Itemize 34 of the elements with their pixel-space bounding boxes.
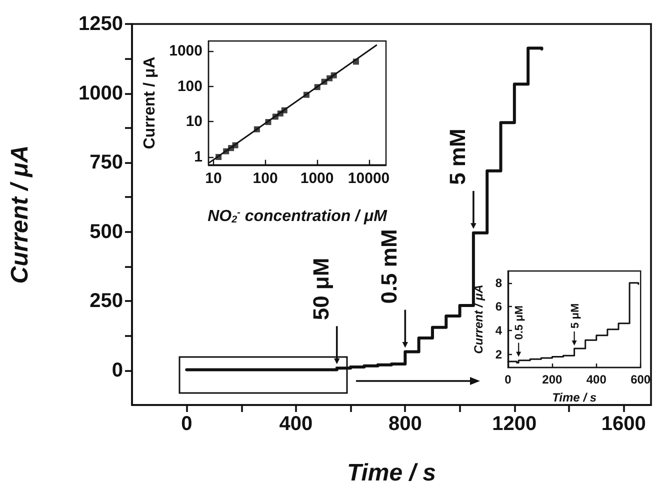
x-tick-label: 10000 [348,170,390,187]
y-axis-title: Current / μA [142,56,159,150]
x-tick-label: 1600 [601,413,646,435]
annotation: 5 μM [569,303,582,328]
y-tick-label: 1000 [78,82,123,104]
x-tick-label: 10 [205,170,222,187]
y-tick-label: 1000 [169,42,202,60]
x-tick-label: 800 [388,413,422,435]
x-tick-label: 100 [252,170,278,187]
annotation: 0.5 mM [376,229,402,304]
x-tick-label: 1000 [300,170,334,187]
x-axis-title: Time / s [552,390,597,404]
y-tick-label: 100 [177,78,202,95]
x-tick-label: 0 [504,372,512,386]
y-tick-label: 8 [495,276,502,290]
x-tick-label: 400 [586,372,607,386]
y-tick-label: 750 [90,152,123,174]
y-axis-title: Current / μA [6,145,34,284]
y-tick-label: 250 [90,290,123,312]
y-tick-label: 4 [495,324,502,338]
x-axis-title: Time / s [347,460,436,486]
x-tick-label: 1200 [492,413,537,435]
y-tick-label: 500 [90,220,123,243]
y-tick-label: 2 [495,347,502,362]
annotation: 50 μM [308,258,334,320]
y-tick-label: 1 [194,148,202,166]
x-tick-label: 200 [542,372,563,386]
x-tick-label: 400 [279,413,313,435]
x-tick-label: 600 [630,372,651,386]
y-tick-label: 10 [186,113,202,130]
y-tick-label: 6 [495,300,502,314]
annotation: 0.5 μM [514,306,526,340]
annotation: 5 mM [444,128,470,185]
y-tick-label: 1250 [78,13,123,35]
